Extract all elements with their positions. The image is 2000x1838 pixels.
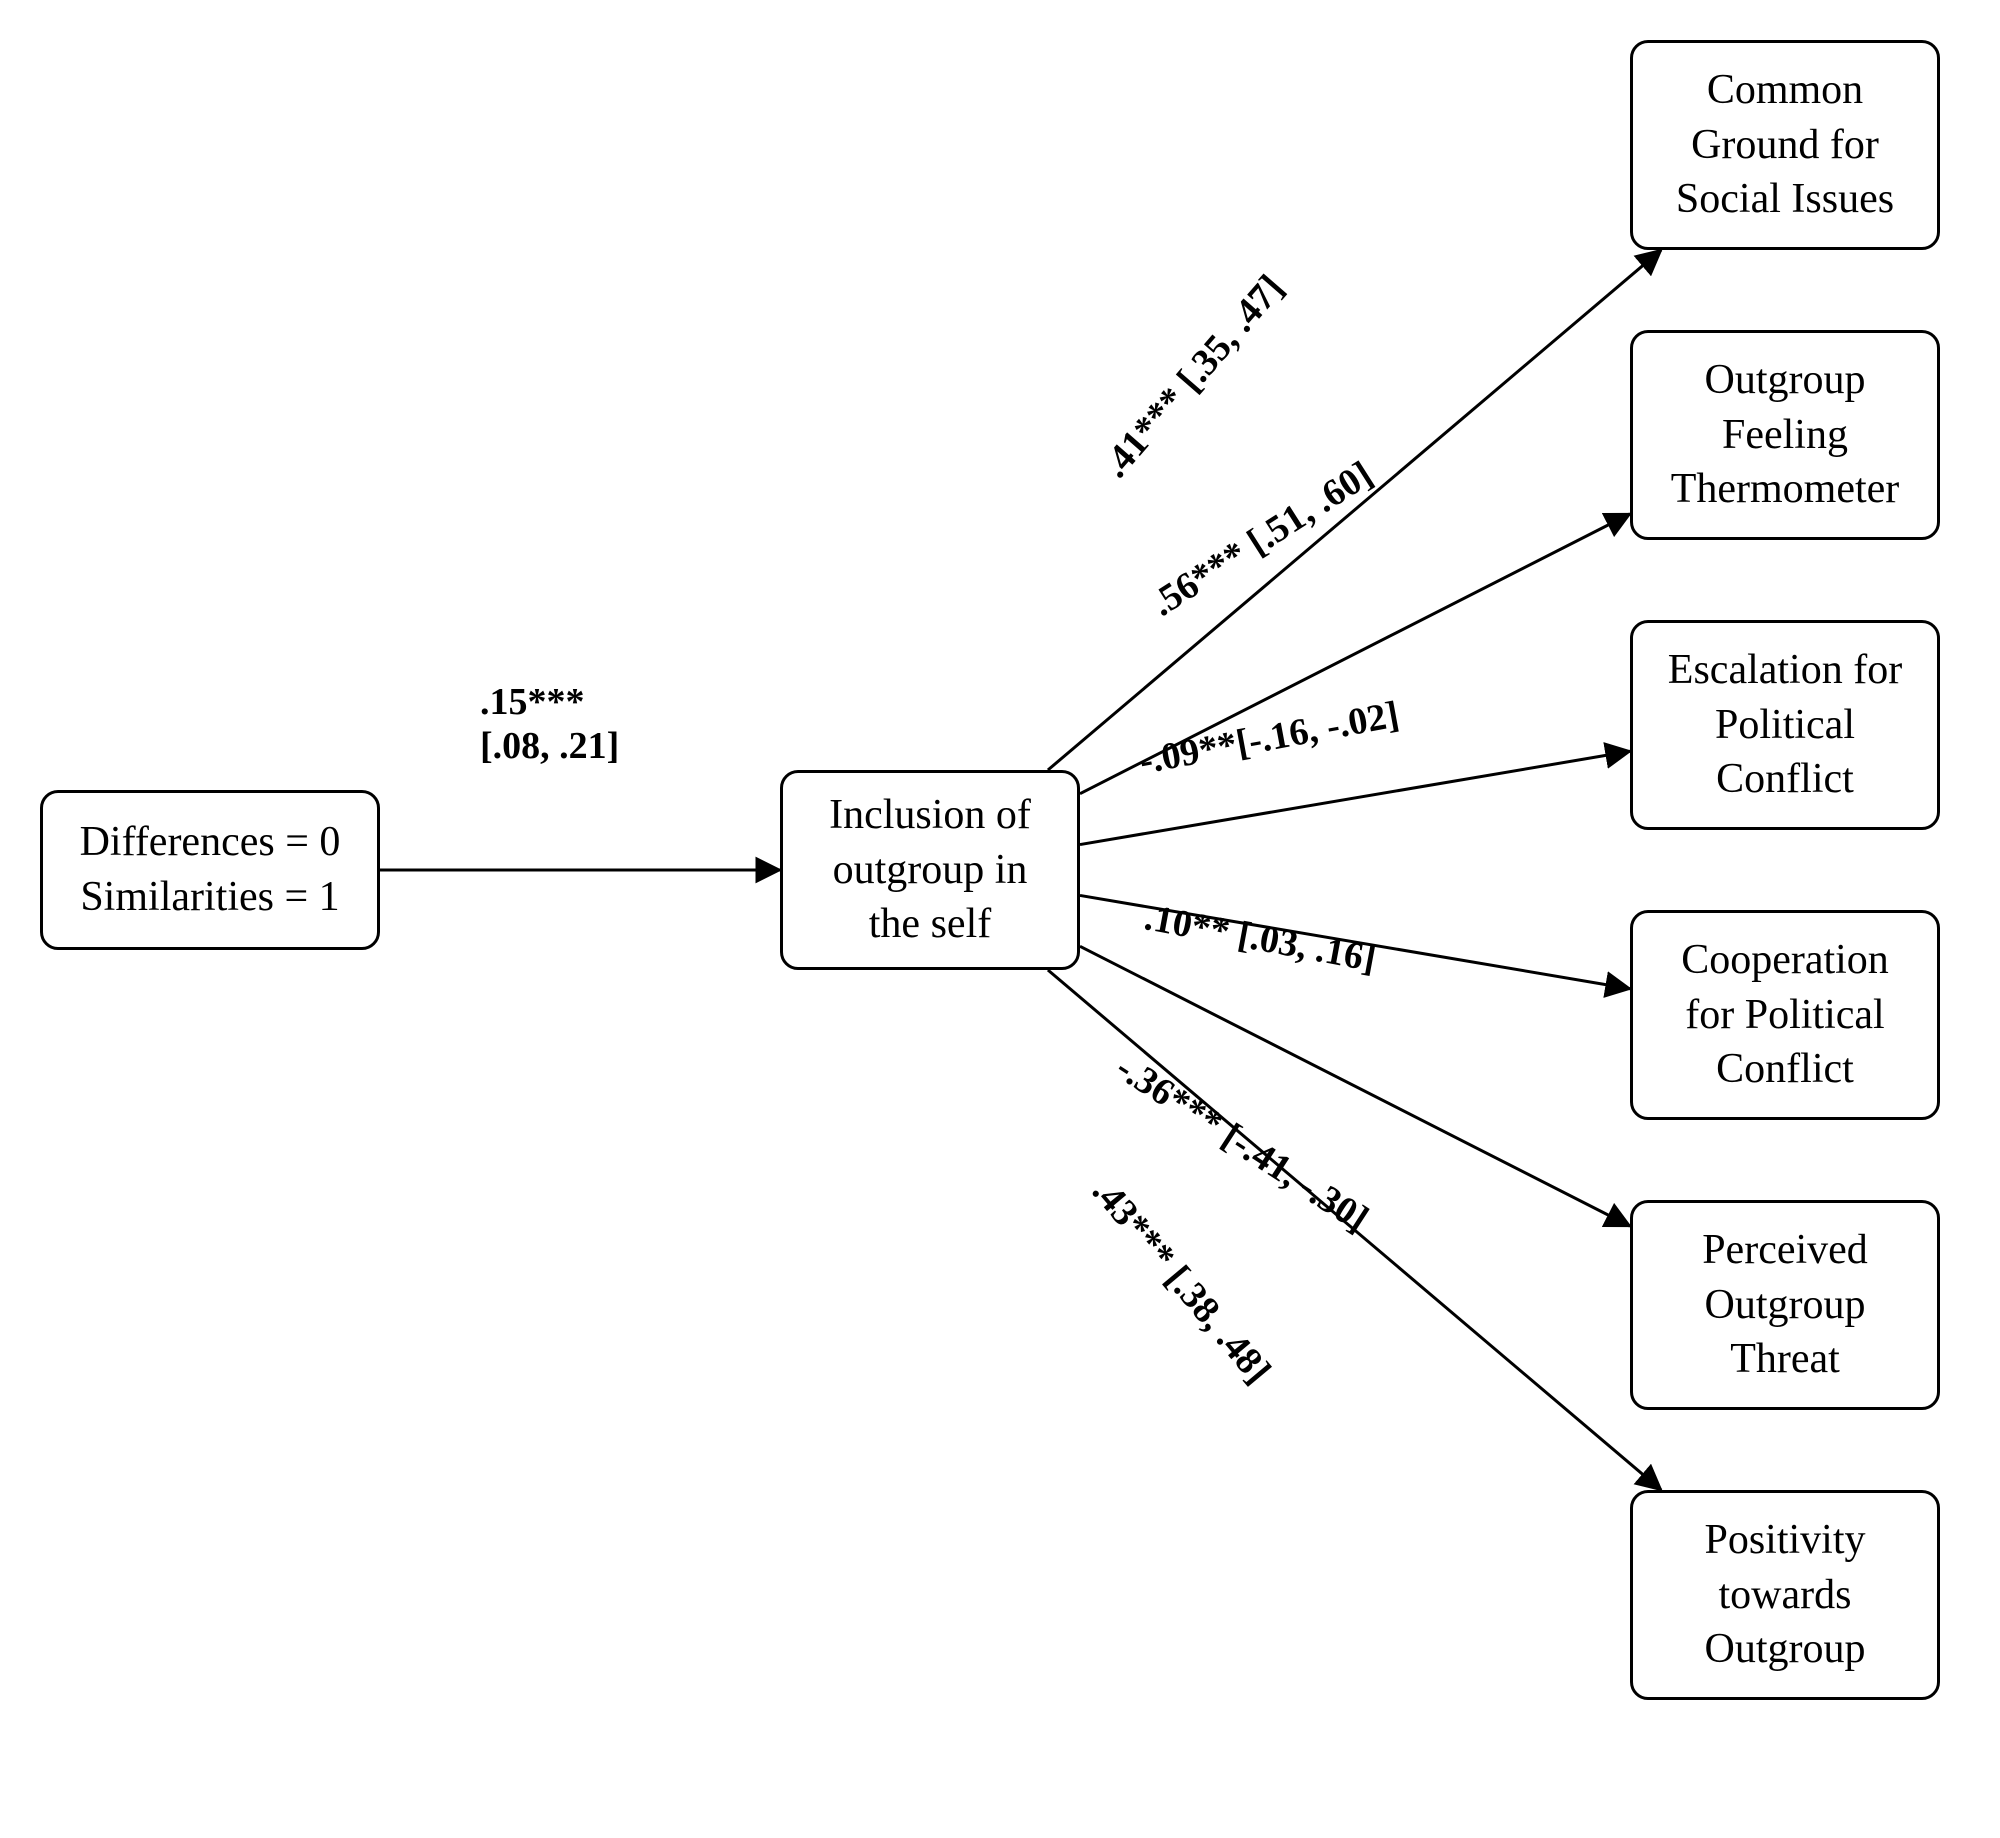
- node-dv1-line: Social Issues: [1676, 172, 1894, 227]
- node-dv5-line: Threat: [1702, 1332, 1868, 1387]
- edge-label-mediator-dv6: .43*** [.38, .48]: [1083, 1170, 1280, 1392]
- edge-label-mediator-dv4: .10** [.03, .16]: [1141, 895, 1379, 981]
- node-dv4: Cooperationfor PoliticalConflict: [1630, 910, 1940, 1120]
- node-dv3-line: Political: [1668, 698, 1902, 753]
- node-dv4-line: Cooperation: [1681, 933, 1889, 988]
- edge-mediator-dv1: [1048, 250, 1661, 770]
- node-dv2-line: Feeling: [1671, 408, 1900, 463]
- node-dv4-line: Conflict: [1681, 1042, 1889, 1097]
- node-dv6-line: towards: [1704, 1568, 1865, 1623]
- edge-label-mediator-dv1: .41*** [.35, .47]: [1093, 266, 1292, 486]
- node-iv-line: Similarities = 1: [80, 870, 341, 925]
- node-dv1-line: Common: [1676, 63, 1894, 118]
- node-dv2: OutgroupFeelingThermometer: [1630, 330, 1940, 540]
- node-iv-line: Differences = 0: [80, 815, 341, 870]
- node-dv6-line: Outgroup: [1704, 1622, 1865, 1677]
- node-dv5-line: Outgroup: [1702, 1278, 1868, 1333]
- node-dv6: PositivitytowardsOutgroup: [1630, 1490, 1940, 1700]
- edge-label-text: [.08, .21]: [480, 724, 619, 768]
- node-dv3-line: Escalation for: [1668, 643, 1902, 698]
- node-mediator-line: Inclusion of: [829, 788, 1031, 843]
- node-dv1: CommonGround forSocial Issues: [1630, 40, 1940, 250]
- edge-label-text: .15***: [480, 680, 619, 724]
- edge-label-iv-mediator: .15***[.08, .21]: [480, 680, 619, 768]
- node-dv3: Escalation forPoliticalConflict: [1630, 620, 1940, 830]
- node-mediator: Inclusion ofoutgroup inthe self: [780, 770, 1080, 970]
- edge-label-mediator-dv2: .56*** [.51, .60]: [1143, 452, 1380, 625]
- node-dv4-line: for Political: [1681, 988, 1889, 1043]
- node-iv: Differences = 0Similarities = 1: [40, 790, 380, 950]
- node-dv3-line: Conflict: [1668, 752, 1902, 807]
- node-mediator-line: outgroup in: [829, 843, 1031, 898]
- node-dv1-line: Ground for: [1676, 118, 1894, 173]
- edge-label-mediator-dv3: -.09**[-.16, -.02]: [1136, 692, 1402, 783]
- node-mediator-line: the self: [829, 897, 1031, 952]
- node-dv5: PerceivedOutgroupThreat: [1630, 1200, 1940, 1410]
- node-dv2-line: Outgroup: [1671, 353, 1900, 408]
- node-dv5-line: Perceived: [1702, 1223, 1868, 1278]
- node-dv2-line: Thermometer: [1671, 462, 1900, 517]
- node-dv6-line: Positivity: [1704, 1513, 1865, 1568]
